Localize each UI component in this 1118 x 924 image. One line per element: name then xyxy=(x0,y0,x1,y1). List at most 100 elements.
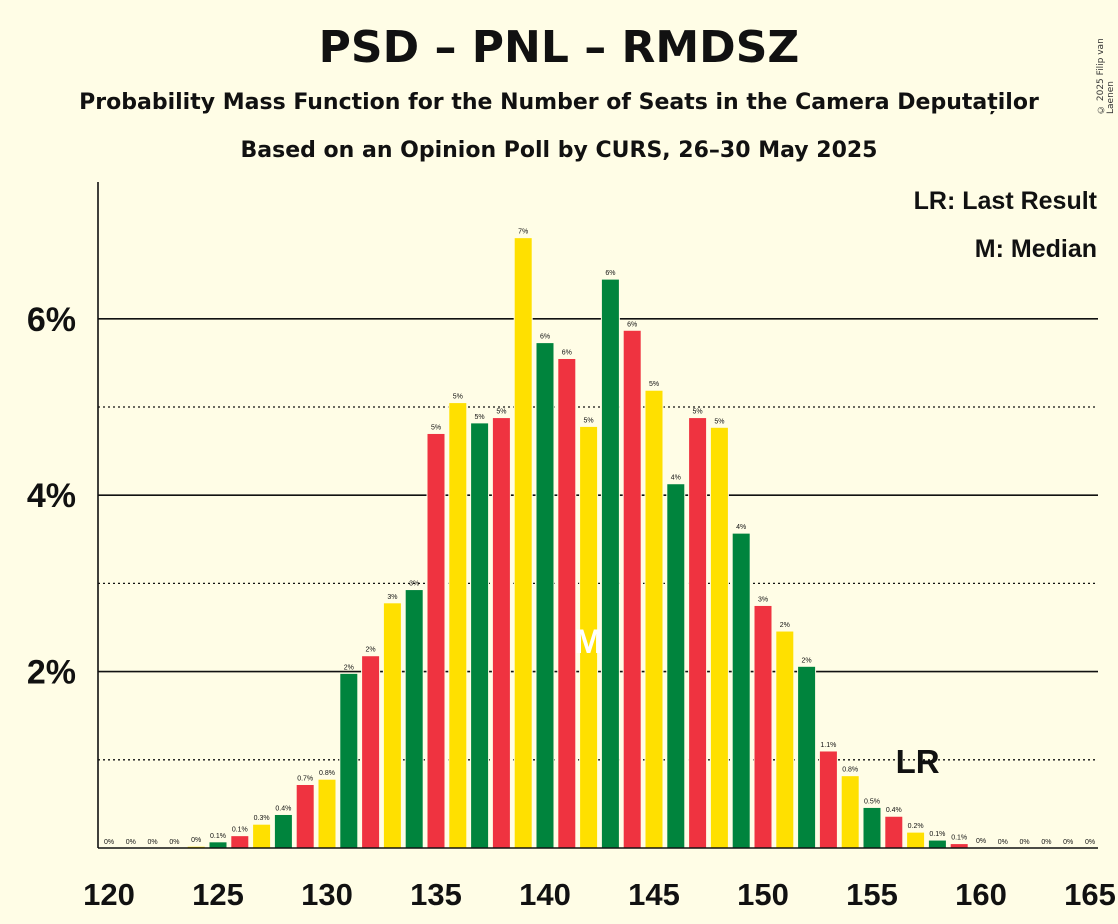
data-label-seat-135: 5% xyxy=(431,424,441,431)
data-label-seat-142: 5% xyxy=(584,417,594,424)
data-label-seat-165: 0% xyxy=(1085,839,1095,846)
data-label-seat-130: 0.8% xyxy=(319,770,335,777)
x-tick-label: 125 xyxy=(192,877,244,912)
y-tick-label: 4% xyxy=(27,477,76,515)
bar-seat-140 xyxy=(535,342,555,849)
data-label-seat-163: 0% xyxy=(1041,839,1051,846)
data-label-seat-158: 0.1% xyxy=(929,831,945,838)
bar-seat-134 xyxy=(404,589,424,849)
y-tick-label: 6% xyxy=(27,301,76,339)
data-label-seat-121: 0% xyxy=(126,839,136,846)
chart-subtitle: Probability Mass Function for the Number… xyxy=(79,90,1039,115)
bar-seat-151 xyxy=(775,630,795,849)
bar-series xyxy=(186,237,991,849)
chart-source: Based on an Opinion Poll by CURS, 26–30 … xyxy=(240,138,878,163)
data-label-seat-146: 4% xyxy=(671,475,681,482)
data-label-seat-162: 0% xyxy=(1020,839,1030,846)
x-tick-label: 160 xyxy=(955,877,1007,912)
bar-seat-133 xyxy=(382,602,402,849)
legend-median: M: Median xyxy=(975,235,1097,263)
bar-seat-138 xyxy=(491,417,511,849)
data-label-seat-136: 5% xyxy=(453,394,463,401)
data-label-seat-124: 0% xyxy=(191,837,201,844)
data-label-seat-128: 0.4% xyxy=(275,805,291,812)
bar-seat-158 xyxy=(927,839,947,849)
data-label-seat-149: 4% xyxy=(736,524,746,531)
bar-seat-144 xyxy=(622,329,642,849)
bar-seat-148 xyxy=(709,426,729,849)
data-label-seat-159: 0.1% xyxy=(951,835,967,842)
data-label-seat-138: 5% xyxy=(496,409,506,416)
bar-seat-132 xyxy=(361,655,381,849)
data-label-seat-160: 0% xyxy=(976,838,986,845)
bar-seat-143 xyxy=(600,278,620,849)
bar-seat-130 xyxy=(317,778,337,849)
bar-seat-126 xyxy=(230,835,250,849)
data-label-seat-145: 5% xyxy=(649,381,659,388)
data-label-seat-123: 0% xyxy=(169,839,179,846)
y-tick-label: 2% xyxy=(27,654,76,692)
axes: 120 125 130 135 140 145 150 155 160 165 2% 4% 6% xyxy=(27,182,1116,912)
bar-seat-131 xyxy=(339,672,359,849)
bar-seat-139 xyxy=(513,237,533,849)
data-label-seat-153: 1.1% xyxy=(820,742,836,749)
data-label-seat-133: 3% xyxy=(387,594,397,601)
data-label-seat-154: 0.8% xyxy=(842,767,858,774)
data-label-seat-120: 0% xyxy=(104,839,114,846)
data-label-seat-150: 3% xyxy=(758,596,768,603)
bar-seat-156 xyxy=(884,815,904,849)
bar-seat-141 xyxy=(557,357,577,849)
median-marker: M xyxy=(574,623,602,661)
x-tick-label: 150 xyxy=(737,877,789,912)
data-label-seat-143: 6% xyxy=(605,270,615,277)
bar-seat-129 xyxy=(295,783,315,849)
bar-seat-128 xyxy=(273,813,293,849)
x-tick-label: 140 xyxy=(519,877,571,912)
bar-seat-153 xyxy=(818,750,838,849)
bar-seat-152 xyxy=(797,665,817,849)
bar-seat-150 xyxy=(753,604,773,849)
bar-seat-125 xyxy=(208,841,228,849)
data-label-seat-147: 5% xyxy=(693,409,703,416)
data-label-seat-127: 0.3% xyxy=(254,815,270,822)
data-label-seat-132: 2% xyxy=(366,647,376,654)
x-tick-label: 155 xyxy=(846,877,898,912)
bar-seat-137 xyxy=(470,422,490,849)
data-label-seat-131: 2% xyxy=(344,664,354,671)
last-result-marker: LR xyxy=(896,743,940,780)
data-label-seat-161: 0% xyxy=(998,839,1008,846)
data-label-seat-148: 5% xyxy=(714,418,724,425)
data-label-seat-141: 6% xyxy=(562,349,572,356)
chart-title: PSD – PNL – RMDSZ xyxy=(318,22,800,73)
bar-seat-147 xyxy=(688,417,708,849)
bar-seat-146 xyxy=(666,483,686,849)
data-label-seat-129: 0.7% xyxy=(297,775,313,782)
x-tick-label: 165 xyxy=(1064,877,1116,912)
data-label-seat-134: 3% xyxy=(409,581,419,588)
data-label-seat-139: 7% xyxy=(518,229,528,236)
bar-seat-136 xyxy=(448,402,468,849)
x-tick-label: 120 xyxy=(83,877,135,912)
legend-last-result: LR: Last Result xyxy=(914,187,1098,215)
data-label-seat-157: 0.2% xyxy=(908,823,924,830)
x-tick-label: 130 xyxy=(301,877,353,912)
data-label-seat-155: 0.5% xyxy=(864,798,880,805)
data-label-seat-137: 5% xyxy=(475,414,485,421)
data-label-seat-125: 0.1% xyxy=(210,833,226,840)
data-label-seat-164: 0% xyxy=(1063,839,1073,846)
data-label-seat-156: 0.4% xyxy=(886,807,902,814)
data-label-seat-152: 2% xyxy=(802,657,812,664)
bar-seat-154 xyxy=(840,775,860,849)
data-label-seat-126: 0.1% xyxy=(232,827,248,834)
data-label-seat-144: 6% xyxy=(627,321,637,328)
bar-seat-135 xyxy=(426,432,446,849)
bar-seat-155 xyxy=(862,806,882,849)
data-label-seat-151: 2% xyxy=(780,622,790,629)
x-tick-label: 145 xyxy=(628,877,680,912)
bar-labels: 0% 0% 0% 0% 0% 0.1% 0.1% 0.3% 0.4% 0.7% 0.8% 2% 2% 3%… xyxy=(104,229,1095,846)
bar-seat-149 xyxy=(731,532,751,849)
bar-seat-127 xyxy=(252,823,272,849)
data-label-seat-140: 6% xyxy=(540,334,550,341)
markers: M LR xyxy=(574,623,939,780)
